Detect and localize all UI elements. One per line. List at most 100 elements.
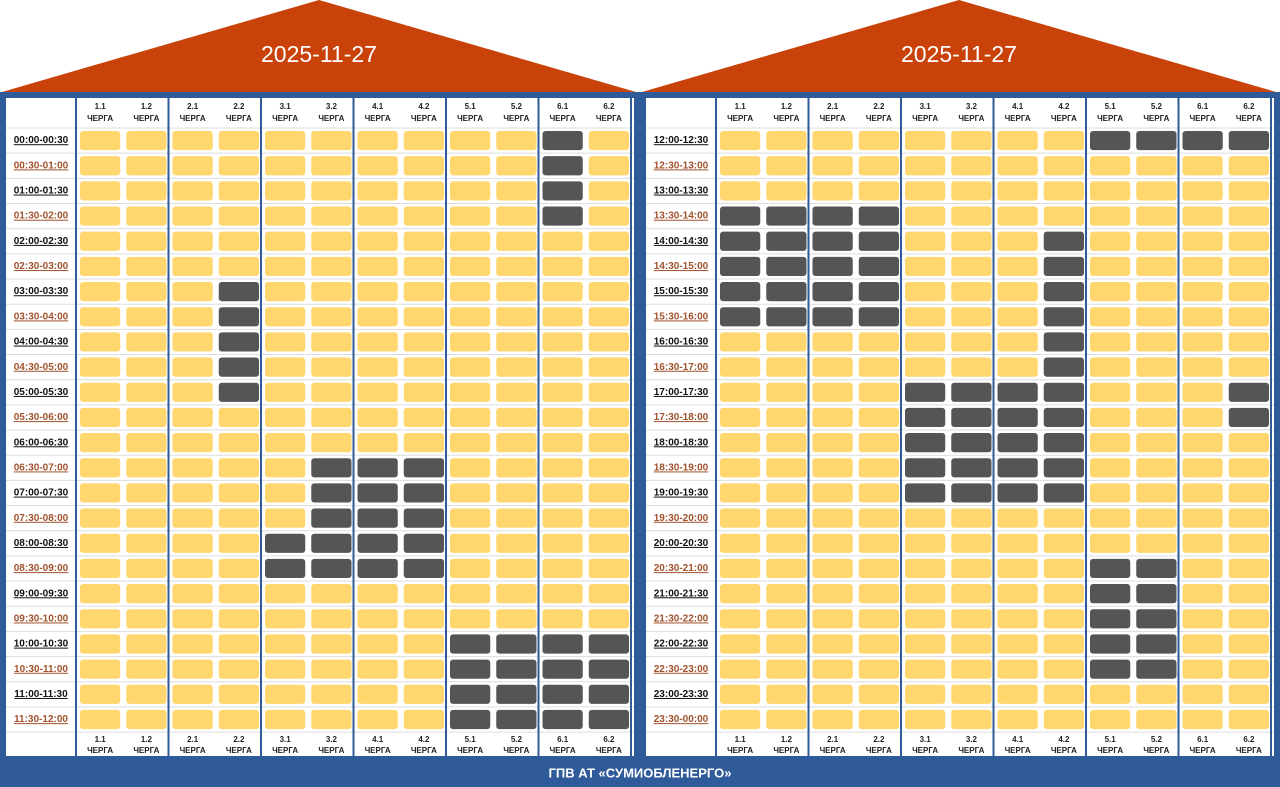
- cell-on: [858, 131, 899, 151]
- cell-on: [496, 282, 537, 302]
- cell-on: [496, 533, 537, 553]
- cell-on: [812, 131, 853, 151]
- cell-on: [1182, 357, 1223, 377]
- cell-on: [588, 307, 629, 327]
- cell-on: [172, 382, 213, 402]
- cell-on: [496, 382, 537, 402]
- cell-on: [172, 206, 213, 226]
- cell-on: [1182, 709, 1223, 730]
- cell-on: [1182, 282, 1223, 302]
- cell-on: [997, 609, 1038, 629]
- cell-on: [588, 533, 629, 553]
- cell-on: [1043, 181, 1084, 201]
- cell-on: [450, 282, 491, 302]
- cell-on: [1043, 584, 1084, 604]
- cell-on: [218, 458, 259, 478]
- time-slot: 15:30-16:00: [654, 311, 709, 322]
- time-slot: 01:00-01:30: [14, 186, 69, 197]
- group-id: 6.1: [1197, 735, 1209, 744]
- cell-off: [403, 508, 444, 528]
- cell-off: [905, 458, 946, 478]
- cell-on: [403, 181, 444, 201]
- time-slot: 06:00-06:30: [14, 437, 69, 448]
- cell-off: [542, 684, 583, 704]
- cell-on: [951, 231, 992, 251]
- time-slot: 23:30-00:00: [654, 714, 709, 725]
- cell-on: [1136, 533, 1177, 553]
- cell-on: [1228, 709, 1269, 730]
- cell-on: [905, 357, 946, 377]
- cell-on: [1136, 231, 1177, 251]
- group-label: ЧЕРГА: [457, 746, 483, 755]
- group-id: 6.1: [557, 735, 569, 744]
- cell-on: [720, 458, 761, 478]
- cell-off: [542, 156, 583, 176]
- date: 2025-11-27: [261, 41, 377, 67]
- cell-off: [588, 709, 629, 730]
- cell-on: [720, 533, 761, 553]
- cell-on: [1182, 684, 1223, 704]
- group-id: 2.2: [873, 735, 885, 744]
- cell-on: [80, 181, 121, 201]
- group-id: 4.1: [1012, 102, 1024, 111]
- cell-on: [403, 357, 444, 377]
- cell-on: [172, 508, 213, 528]
- cell-off: [1043, 458, 1084, 478]
- cell-off: [812, 307, 853, 327]
- cell-on: [357, 131, 398, 151]
- cell-on: [1090, 382, 1131, 402]
- group-id: 4.2: [418, 735, 430, 744]
- cell-on: [997, 231, 1038, 251]
- cell-on: [311, 659, 352, 679]
- cell-on: [1182, 206, 1223, 226]
- cell-on: [588, 332, 629, 352]
- cell-on: [720, 684, 761, 704]
- group-id: 2.1: [827, 735, 839, 744]
- cell-on: [1090, 458, 1131, 478]
- date: 2025-11-27: [901, 41, 1017, 67]
- cell-on: [588, 609, 629, 629]
- cell-on: [997, 659, 1038, 679]
- cell-on: [265, 131, 306, 151]
- cell-on: [172, 181, 213, 201]
- cell-on: [720, 634, 761, 654]
- group-id: 5.2: [511, 735, 523, 744]
- cell-on: [766, 407, 807, 428]
- cell-on: [1228, 307, 1269, 327]
- cell-on: [720, 357, 761, 377]
- cell-off: [311, 483, 352, 503]
- cell-on: [496, 584, 537, 604]
- cell-on: [905, 558, 946, 579]
- cell-on: [905, 181, 946, 201]
- cell-on: [80, 332, 121, 352]
- cell-on: [218, 433, 259, 453]
- cell-on: [951, 156, 992, 176]
- group-label: ЧЕРГА: [596, 746, 622, 755]
- cell-on: [450, 357, 491, 377]
- cell-on: [542, 508, 583, 528]
- group-label: ЧЕРГА: [1051, 114, 1077, 123]
- cell-on: [218, 483, 259, 503]
- cell-off: [218, 282, 259, 302]
- time-slot: 05:00-05:30: [14, 387, 69, 398]
- cell-on: [720, 659, 761, 679]
- cell-off: [403, 483, 444, 503]
- cell-on: [766, 659, 807, 679]
- group-label: ЧЕРГА: [958, 114, 984, 123]
- cell-on: [311, 634, 352, 654]
- cell-on: [218, 659, 259, 679]
- cell-on: [265, 634, 306, 654]
- cell-on: [766, 332, 807, 352]
- cell-off: [1043, 256, 1084, 277]
- cell-on: [1136, 181, 1177, 201]
- cell-on: [403, 634, 444, 654]
- group-id: 2.2: [233, 735, 245, 744]
- cell-on: [80, 357, 121, 377]
- cell-on: [1090, 407, 1131, 428]
- cell-on: [265, 508, 306, 528]
- time-slot: 17:30-18:00: [654, 412, 709, 423]
- cell-on: [812, 558, 853, 579]
- footer-text: ГПВ АТ «СУМИОБЛЕНЕРГО»: [549, 765, 732, 780]
- cell-on: [80, 659, 121, 679]
